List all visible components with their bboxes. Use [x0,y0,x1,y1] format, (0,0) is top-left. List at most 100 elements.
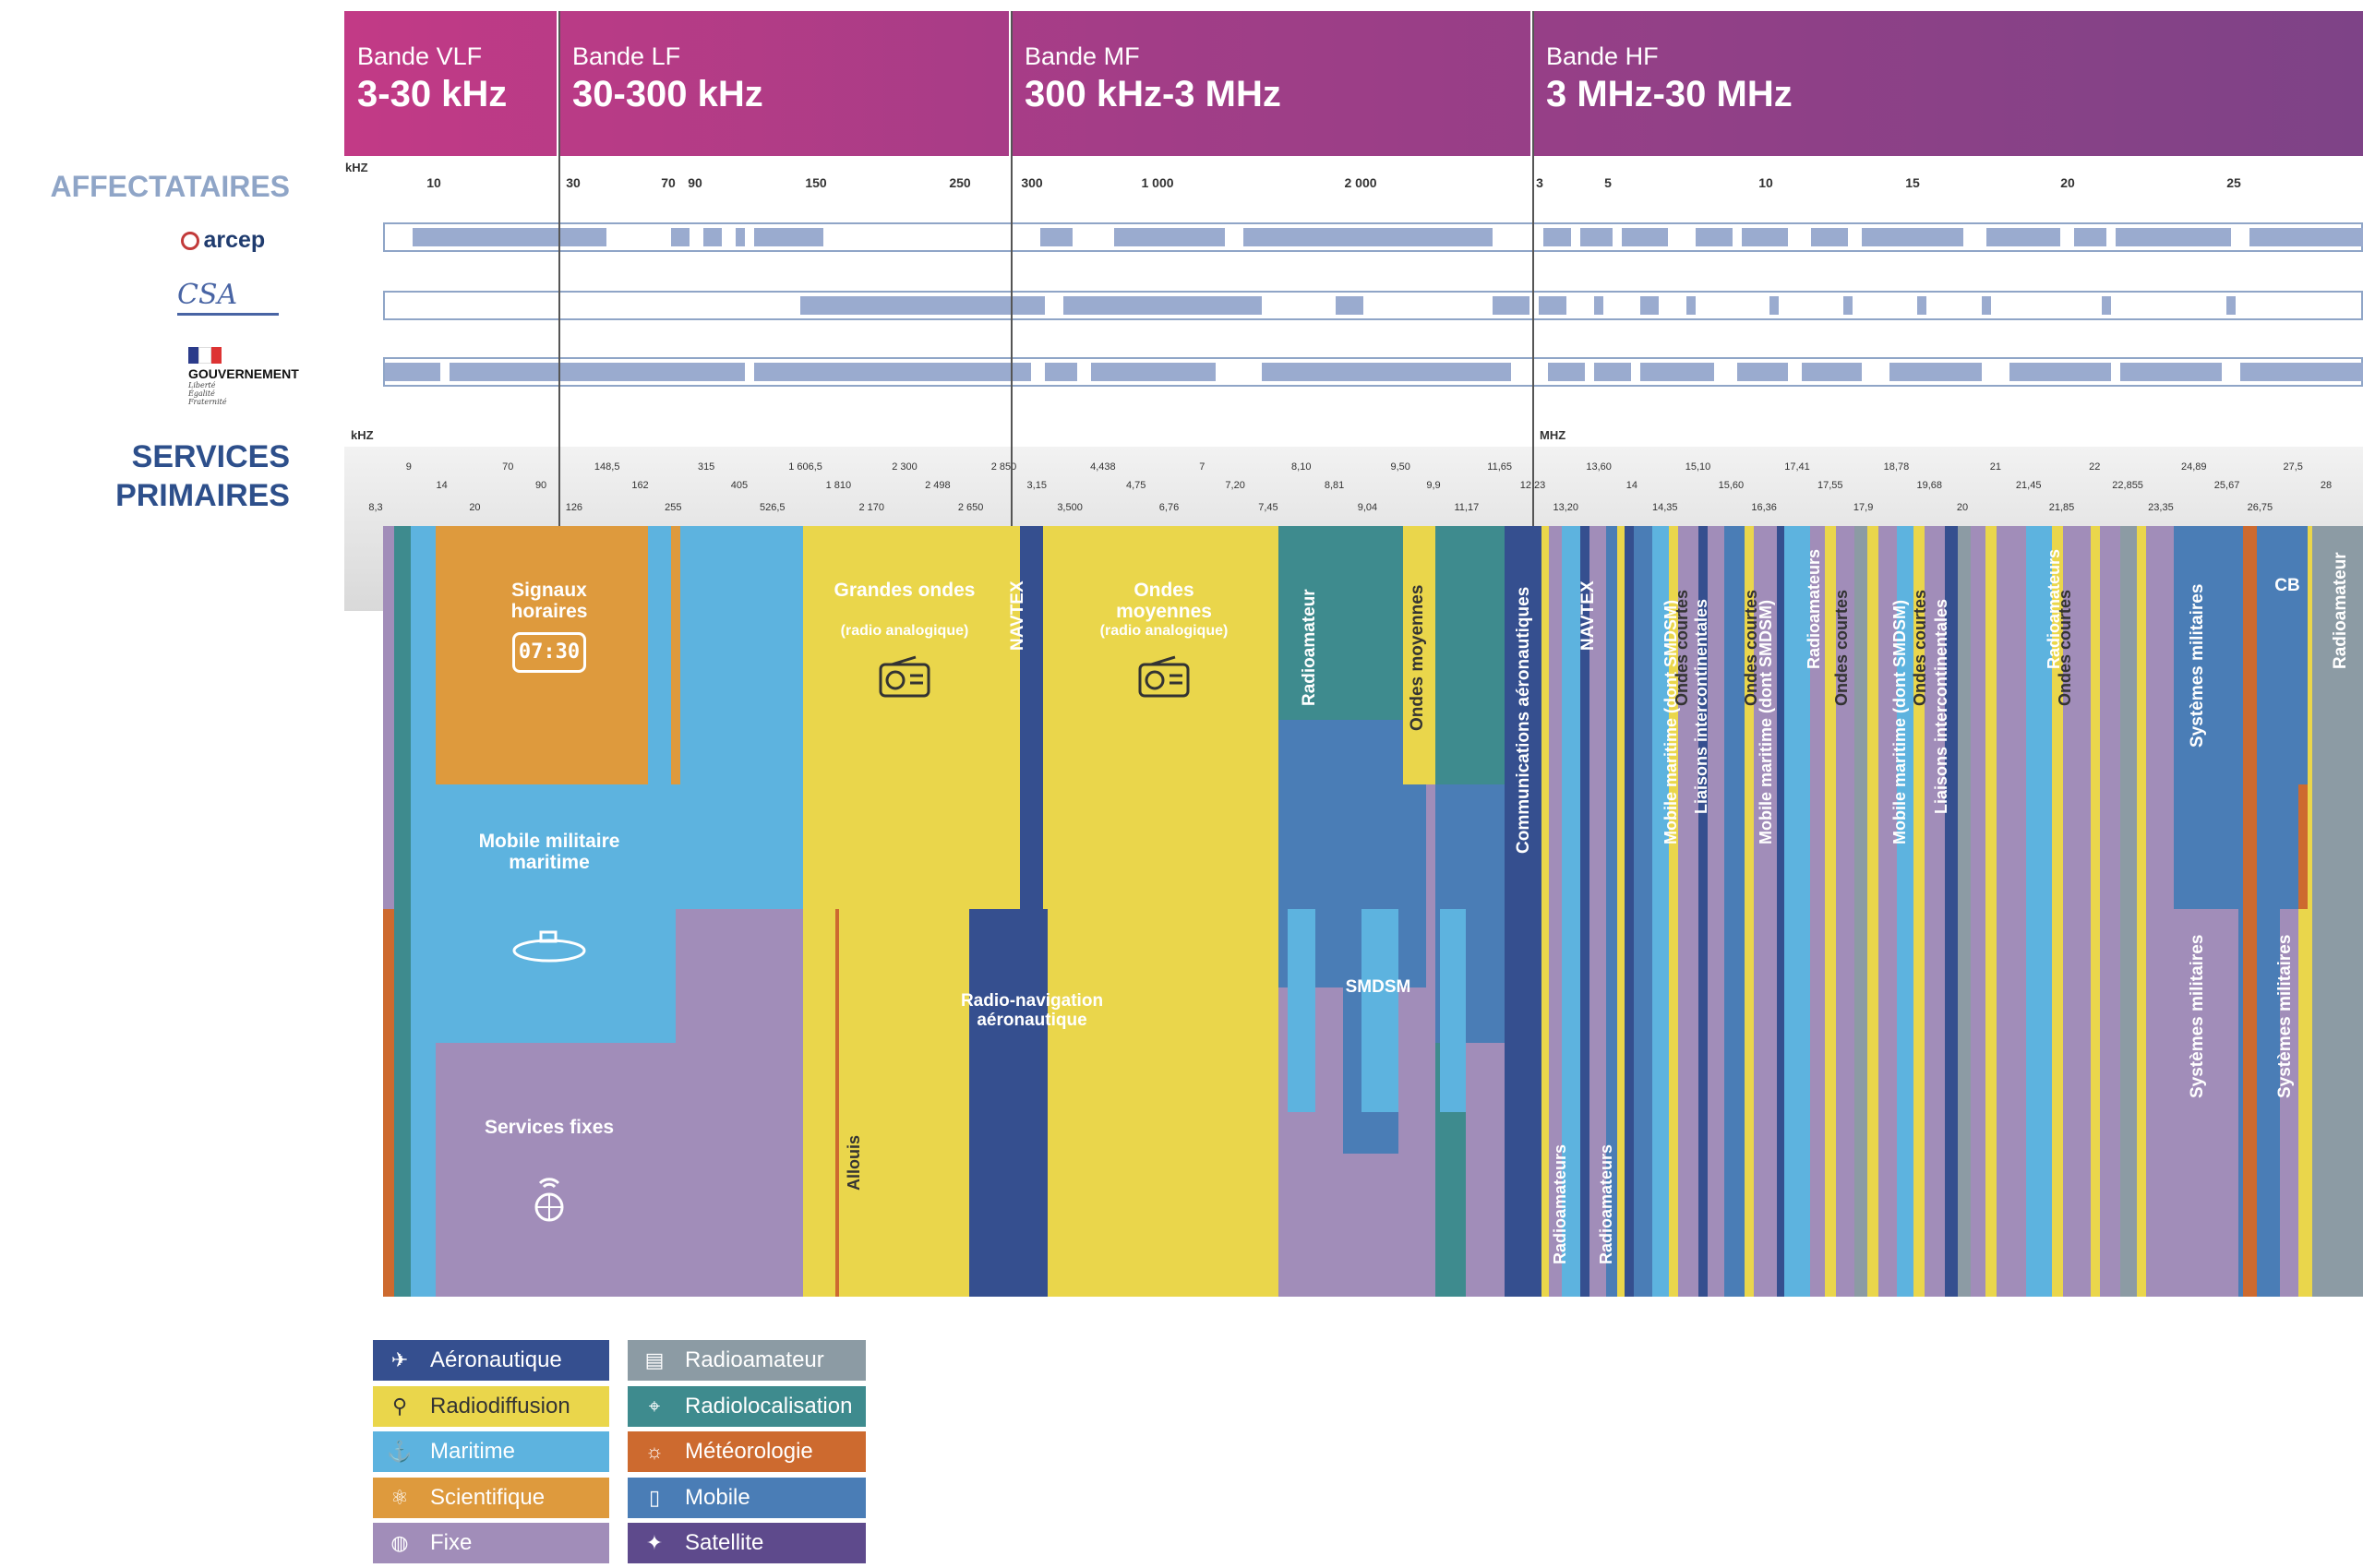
ondes-moyennes-vlabel: Ondes moyennes [1408,584,1427,731]
mobile-mil-block [436,784,676,1043]
mf-fixe2 [1466,1043,1505,1297]
ruler-bottom-unit-mhz: MHZ [1540,428,1566,442]
ruler-top-tick-label: 70 [661,175,676,190]
band-0: Bande VLF 3-30 kHz [344,11,557,156]
ruler-bottom-tick-label: 20 [1956,502,1969,513]
track-segment [703,228,722,246]
legend-item-2: ⚓ Maritime [373,1431,609,1472]
track-segment [1862,228,1963,246]
satellite-icon: ✦ [645,1531,664,1554]
radioloc-strip [394,526,411,1297]
hf-stripe [2120,526,2137,1297]
track-segment [1336,296,1363,315]
track-segment [1640,296,1659,315]
ruler-bottom-tick-label: 405 [730,480,749,491]
track-segment [2120,363,2222,381]
hf-stripe [2100,526,2120,1297]
services-line2: PRIMAIRES [115,478,290,513]
ondes-moyennes-sub: (radio analogique) [1099,623,1229,639]
hf-stripe [2052,526,2063,1297]
ruler-bottom-tick-label: 2 170 [858,502,884,513]
ruler-bottom-tick-label: 255 [665,502,682,513]
sysmil-upper [2174,526,2238,909]
ruler-bottom-tick-label: 9,50 [1390,461,1410,473]
sys-mil-label-1: Systèmes militaires [2188,583,2207,748]
ruler-bottom-tick-label: 7,20 [1225,480,1245,491]
band-range: 3-30 kHz [357,74,508,114]
ruler-bottom-tick-label: 23,35 [2148,502,2174,513]
ruler-bottom-tick-label: 18,78 [1883,461,1910,473]
antenna-icon: ⚲ [391,1394,408,1418]
ondes-courtes-label-5: Ondes courtes [2056,589,2074,706]
hf-stripe [1925,526,1945,1297]
ruler-bottom-tick-label: 14,35 [1651,502,1678,513]
separator-mf-hf [1532,11,1534,526]
ruler-top-tick-label: 90 [688,175,702,190]
legend-label: Aéronautique [430,1347,562,1372]
grandes-ondes-label: Grandes ondes [834,580,976,601]
hf-stripe [2063,526,2091,1297]
ruler-top-tick-label: 300 [1021,175,1043,190]
track-segment [1986,228,2060,246]
signaux-block [436,526,648,784]
legend-label: Radioamateur [685,1347,824,1372]
globe-icon: ◍ [390,1531,409,1554]
legend-item-5: ▤ Radioamateur [628,1340,866,1381]
radio-icon-2 [1138,655,1190,698]
ruler-bottom-tick-label: 4,438 [1090,461,1116,473]
band-name: Bande HF [1546,42,1659,70]
lf-fixe [725,909,803,1297]
hf-stripe [1754,526,1777,1297]
radioamateur-label-hf: Radioamateur [2331,552,2350,669]
track-segment [1580,228,1613,246]
cb-meteo [2298,784,2308,909]
track-segment [413,228,606,246]
ruler-bottom-tick-label: 2 300 [892,461,918,473]
radioamateurs-label-1: Radioamateurs [1551,1143,1569,1264]
ruler-top-tick-label: 2 000 [1344,175,1377,190]
legend-label: Mobile [685,1484,750,1510]
ruler-bottom-tick-label: 315 [697,461,715,473]
ruler-bottom-tick-label: 15,10 [1685,461,1711,473]
ruler-bottom-tick-label: 526,5 [759,502,786,513]
hf-stripe [1810,526,1825,1297]
ruler-bottom-tick-label: 27,5 [2283,461,2303,473]
ruler-bottom-tick-label: 9,9 [1426,480,1441,491]
ruler-bottom-tick-label: 8,81 [1324,480,1345,491]
sys-mil-label-3: Systèmes militaires [2275,934,2295,1098]
mobile-smdsm-label-3: Mobile maritime (dont SMDSM) [1890,600,1909,844]
track-segment [1493,296,1529,315]
navtex-hf-label: NAVTEX [1578,581,1598,651]
hf-stripe [1945,526,1958,1297]
track-segment [754,228,823,246]
ruler-bottom-tick-label: 21 [1989,461,2001,473]
phone-icon: ▯ [648,1485,661,1509]
ruler-bottom-tick-label: 2 850 [990,461,1017,473]
hf-stripe [1997,526,2026,1297]
hf-stripe [2146,526,2174,1297]
hf-stripe [2026,526,2052,1297]
allouis-line [835,909,839,1297]
liaisons-label-1: Liaisons intercontinentales [1692,598,1710,814]
fixes-block [436,1043,671,1297]
ruler-top-tick-label: 10 [426,175,441,190]
track-segment [1769,296,1779,315]
track-segment [736,228,745,246]
hf-stripe [1580,526,1589,1297]
separator-lf-mf [1011,11,1013,526]
track-segment [1640,363,1714,381]
ruler-bottom-tick-label: 90 [534,480,547,491]
arcep-text: arcep [203,227,266,253]
ruler-bottom-tick-label: 17,55 [1817,480,1843,491]
ruler-bottom-tick-label: 126 [565,502,583,513]
ruler-bottom-unit-khz: kHZ [351,428,374,442]
molecule-icon: ⚛ [390,1485,409,1509]
ruler-bottom-tick-label: 22,855 [2112,480,2143,491]
radioamateurs-label-3: Radioamateurs [1805,548,1823,669]
hf-stripe [1562,526,1580,1297]
band-1: Bande LF 30-300 kHz [557,11,1009,156]
legend-label: Radiolocalisation [685,1393,853,1418]
ondes-courtes-label-1: Ondes courtes [1673,589,1691,706]
track-segment [1262,363,1511,381]
radioamateurs-label-2: Radioamateurs [1597,1143,1615,1264]
